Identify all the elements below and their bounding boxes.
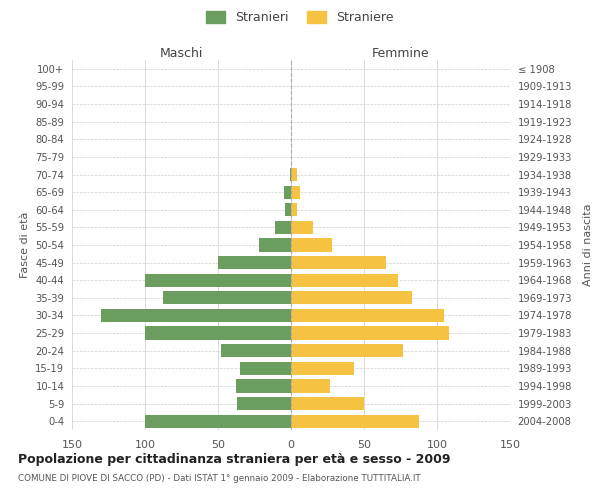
Bar (291, 274, 398, 287)
Bar (291, 238, 332, 252)
Bar (236, 380, 291, 392)
Bar (291, 291, 412, 304)
Bar (163, 291, 291, 304)
Bar (291, 309, 444, 322)
Bar (285, 203, 291, 216)
Text: COMUNE DI PIOVE DI SACCO (PD) - Dati ISTAT 1° gennaio 2009 - Elaborazione TUTTIT: COMUNE DI PIOVE DI SACCO (PD) - Dati IST… (18, 474, 421, 483)
Bar (240, 362, 291, 375)
Bar (291, 203, 297, 216)
Bar (145, 326, 291, 340)
Text: Maschi: Maschi (160, 47, 203, 60)
Y-axis label: Fasce di età: Fasce di età (20, 212, 29, 278)
Bar (218, 256, 291, 269)
Text: Popolazione per cittadinanza straniera per età e sesso - 2009: Popolazione per cittadinanza straniera p… (18, 452, 451, 466)
Y-axis label: Anni di nascita: Anni di nascita (583, 204, 593, 286)
Text: Femmine: Femmine (371, 47, 430, 60)
Bar (291, 344, 403, 358)
Bar (259, 238, 291, 252)
Bar (291, 397, 364, 410)
Bar (145, 274, 291, 287)
Bar (291, 221, 313, 234)
Bar (145, 414, 291, 428)
Bar (291, 256, 386, 269)
Bar (237, 397, 291, 410)
Bar (291, 186, 300, 198)
Bar (101, 309, 291, 322)
Bar (284, 186, 291, 198)
Bar (291, 362, 354, 375)
Legend: Stranieri, Straniere: Stranieri, Straniere (202, 6, 398, 29)
Bar (290, 168, 291, 181)
Bar (291, 380, 331, 392)
Bar (291, 414, 419, 428)
Bar (291, 326, 449, 340)
Bar (275, 221, 291, 234)
Bar (221, 344, 291, 358)
Bar (291, 168, 297, 181)
